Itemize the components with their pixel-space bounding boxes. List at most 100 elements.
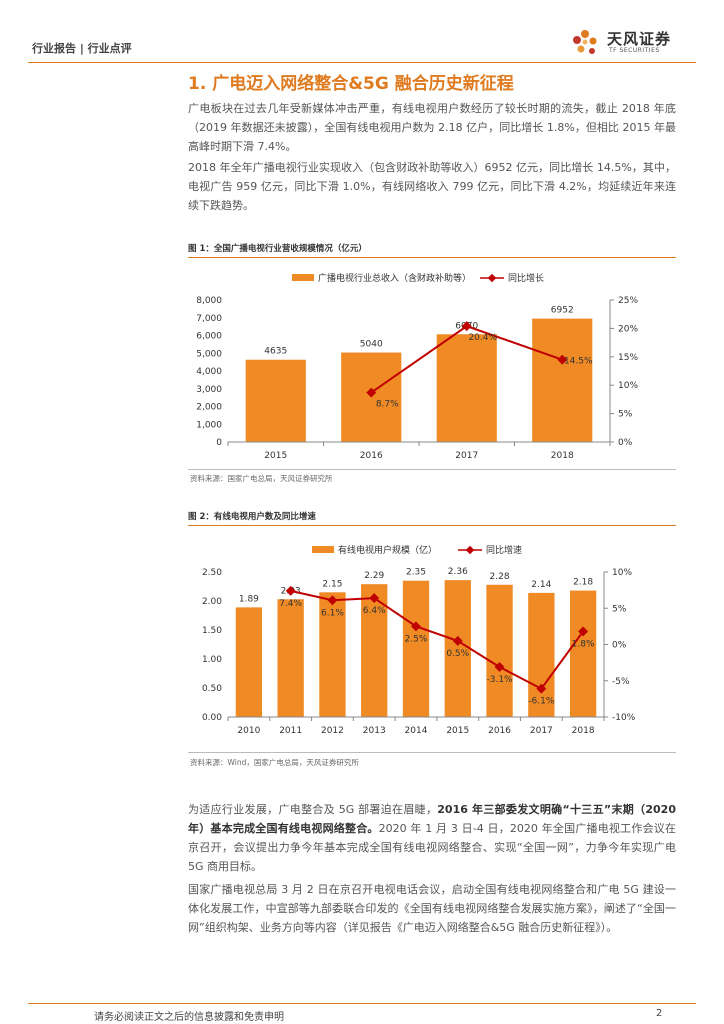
footer-divider <box>28 1003 696 1004</box>
legend-line-marker <box>465 545 475 555</box>
bar <box>245 359 306 442</box>
legend-line-label: 同比增长 <box>508 272 544 284</box>
growth-value-label: 7.4% <box>279 599 302 609</box>
y-tick-label: 1.50 <box>202 626 222 636</box>
x-tick-label: 2014 <box>405 726 428 736</box>
x-tick-label: 2016 <box>488 726 511 736</box>
bar-value-label: 6952 <box>551 306 574 316</box>
flower-icon <box>573 30 597 54</box>
bar <box>277 599 304 717</box>
y-tick-label: 1.00 <box>202 655 222 665</box>
growth-point <box>366 387 377 398</box>
paragraph-3: 为适应行业发展，广电整合及 5G 部署迫在眉睫，2016 年三部委发文明确“十三… <box>188 800 676 876</box>
growth-value-label: -3.1% <box>486 675 513 685</box>
section-title: 1. 广电迈入网络整合&5G 融合历史新征程 <box>188 74 514 94</box>
logo-text: 天风证券 <box>607 30 672 48</box>
growth-value-label: 20.4% <box>468 333 497 343</box>
y2-tick-label: 15% <box>618 353 638 363</box>
y-tick-label: 2.00 <box>202 597 222 607</box>
figure2-source-rule <box>188 752 676 753</box>
y-tick-label: 2.50 <box>202 568 222 578</box>
y-tick-label: 0.50 <box>202 684 222 694</box>
y2-tick-label: 0% <box>618 438 633 448</box>
bar-value-label: 2.28 <box>490 572 510 582</box>
paragraph-3-bold: 2016 年三部委发文明确“十三五”末期（2020 年）基本完成全国有线电视网络… <box>188 803 676 835</box>
legend-line-marker <box>487 273 497 283</box>
y-tick-label: 6,000 <box>196 332 222 342</box>
figure1-source: 资料来源：国家广电总局，天风证券研究所 <box>190 474 333 483</box>
bar <box>532 318 593 442</box>
y-tick-label: 1,000 <box>196 420 222 430</box>
y-tick-label: 7,000 <box>196 314 222 324</box>
x-tick-label: 2015 <box>446 726 469 736</box>
x-tick-label: 2018 <box>572 726 595 736</box>
chart-cable-users: 有线电视用户规模（亿） 同比增速 0.00 0.50 1.00 1.50 2.00 2.50 -… <box>202 544 636 736</box>
y-tick-label: 0.00 <box>202 713 222 723</box>
bar <box>486 584 513 717</box>
legend-bar-swatch <box>292 274 314 281</box>
bar-value-label: 4635 <box>264 347 287 357</box>
bar <box>444 580 471 717</box>
y-tick-label: 8,000 <box>196 296 222 306</box>
growth-point <box>452 635 463 646</box>
y-tick-label: 3,000 <box>196 385 222 395</box>
growth-value-label: 1.8% <box>572 639 595 649</box>
y2-tick-label: 5% <box>612 604 627 614</box>
legend-bar-swatch <box>312 546 334 553</box>
paragraph-2: 2018 年全年广播电视行业实现收入（包含财政补助等收入）6952 亿元，同比增… <box>188 161 676 212</box>
growth-value-label: 6.4% <box>363 606 386 616</box>
legend-line-label: 同比增速 <box>486 544 522 556</box>
y-tick-label: 0 <box>216 438 222 448</box>
y-tick-label: 5,000 <box>196 349 222 359</box>
x-tick-label: 2010 <box>237 726 260 736</box>
page-number: 2 <box>656 1008 663 1019</box>
legend-bar-label: 有线电视用户规模（亿） <box>338 544 437 556</box>
figure2-rule <box>188 525 676 526</box>
figure1-title: 图 1：全国广播电视行业营收规模情况（亿元） <box>188 244 367 254</box>
bar-value-label: 1.89 <box>239 594 259 604</box>
breadcrumb: 行业报告 | 行业点评 <box>32 42 132 55</box>
figure2-title: 图 2：有线电视用户数及同比增速 <box>188 512 316 522</box>
growth-value-label: 8.7% <box>376 400 399 410</box>
x-tick-label: 2017 <box>530 726 553 736</box>
bar-value-label: 2.14 <box>531 580 551 590</box>
bar <box>402 580 430 717</box>
bar <box>361 584 388 717</box>
growth-value-label: 6.1% <box>321 608 344 618</box>
growth-value-label: 0.5% <box>446 649 469 659</box>
bar-value-label: 2.29 <box>364 571 384 581</box>
bar <box>569 590 597 717</box>
y-tick-label: 4,000 <box>196 367 222 377</box>
bar <box>319 592 346 717</box>
y-tick-label: 2,000 <box>196 403 222 413</box>
chart-revenue: 广播电视行业总收入（含财政补助等） 同比增长 0 1,000 2,000 3,000 4,0… <box>196 272 638 461</box>
bar-value-label: 2.18 <box>573 578 593 588</box>
y2-tick-label: 10% <box>618 381 638 391</box>
y2-tick-label: -10% <box>612 713 636 723</box>
paragraph-1: 广电板块在过去几年受新媒体冲击严重，有线电视用户数经历了较长时期的流失，截止 2… <box>188 102 676 153</box>
figure1-rule <box>188 257 676 258</box>
bar <box>436 334 497 442</box>
x-tick-label: 2013 <box>363 726 386 736</box>
logo-subtext: TF SECURITIES <box>609 47 660 54</box>
footer-disclaimer: 请务必阅读正文之后的信息披露和免责申明 <box>94 1012 284 1023</box>
growth-value-label: -6.1% <box>528 697 555 707</box>
x-tick-label: 2011 <box>279 726 302 736</box>
x-tick-label: 2012 <box>321 726 344 736</box>
x-tick-label: 2018 <box>551 451 574 461</box>
bar-value-label: 2.15 <box>322 579 342 589</box>
bar <box>235 607 263 717</box>
y2-tick-label: -5% <box>612 677 630 687</box>
paragraph-4: 国家广播电视总局 3 月 2 日在京召开电视电话会议，启动全国有线电视网络整合和… <box>188 883 676 934</box>
figure2-source: 资料来源：Wind，国家广电总局，天风证券研究所 <box>190 758 359 767</box>
x-tick-label: 2015 <box>264 451 287 461</box>
bar-value-label: 2.35 <box>406 568 426 578</box>
legend-bar-label: 广播电视行业总收入（含财政补助等） <box>318 272 471 284</box>
growth-point <box>411 621 421 632</box>
bar <box>528 592 555 717</box>
paragraph-3-tail: 2020 年 1 月 3 日-4 日，2020 年全国广播电视工作会议在京召开，… <box>188 822 676 873</box>
bar-value-label: 5040 <box>360 340 383 350</box>
y2-tick-label: 10% <box>612 568 632 578</box>
x-tick-label: 2016 <box>360 451 383 461</box>
paragraph-3-lead: 为适应行业发展，广电整合及 5G 部署迫在眉睫， <box>188 803 438 816</box>
